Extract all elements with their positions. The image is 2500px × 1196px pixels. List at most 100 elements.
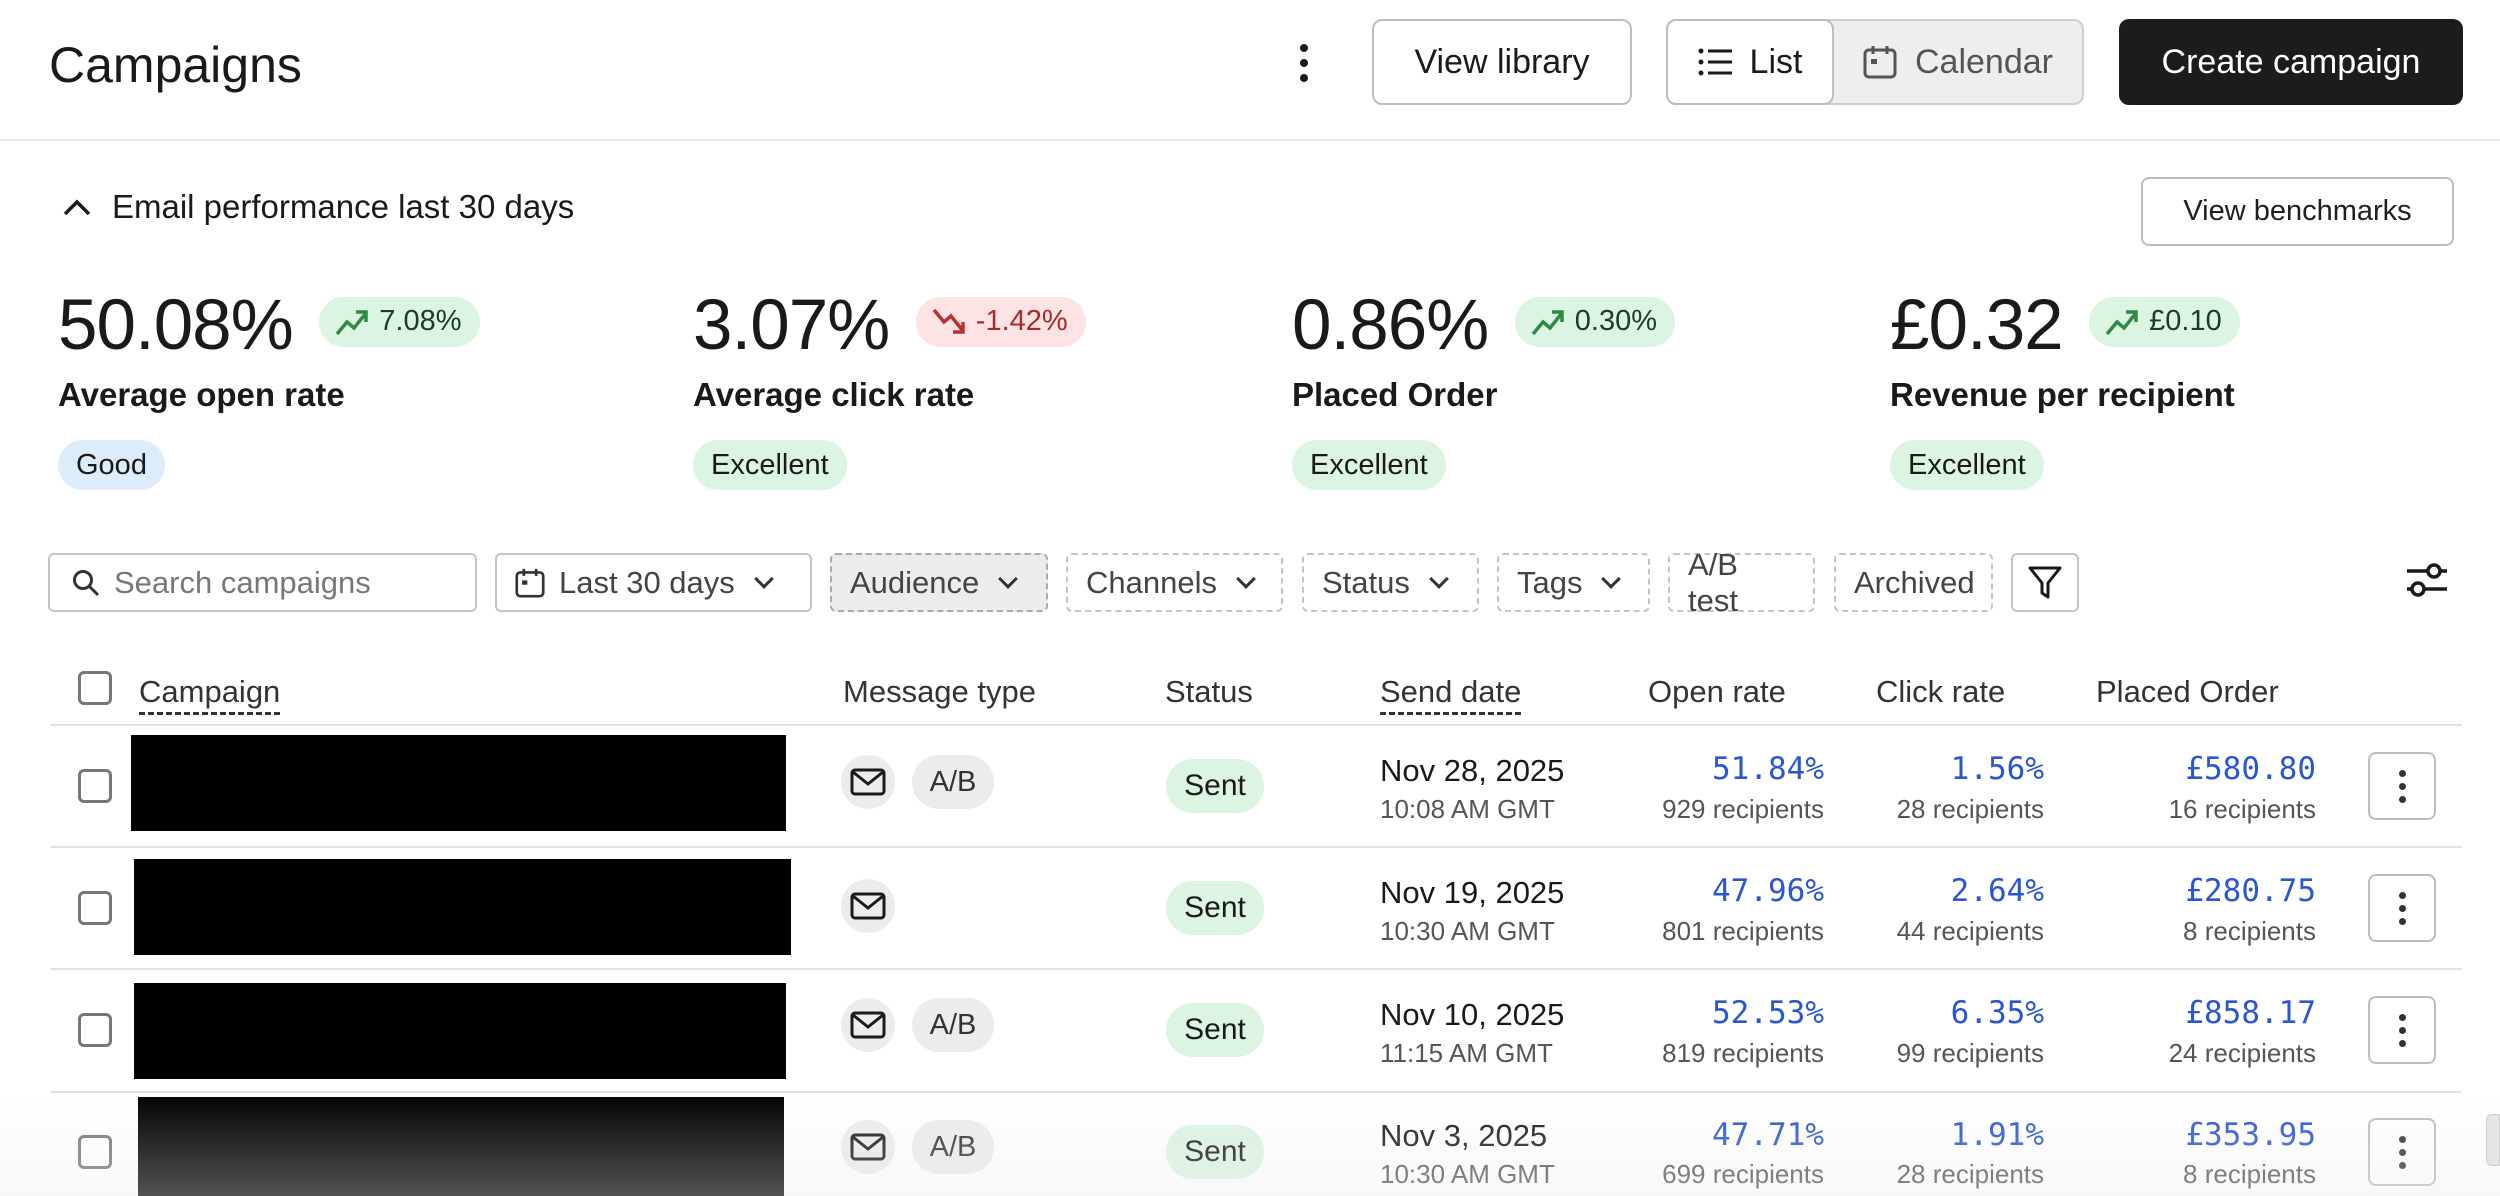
click-rate-value[interactable]: 6.35%	[1950, 995, 2044, 1031]
column-header-placed-order: Placed Order	[2096, 674, 2279, 709]
chevron-down-icon	[998, 568, 1019, 589]
list-view-label: List	[1749, 42, 1803, 81]
trend-value: £0.10	[2149, 305, 2222, 337]
open-rate-value[interactable]: 51.84%	[1712, 751, 1824, 787]
create-campaign-button[interactable]: Create campaign	[2119, 19, 2463, 105]
metric-click-rate: 3.07% -1.42% Average click rate Excellen…	[693, 285, 1086, 490]
click-rate-value[interactable]: 1.56%	[1950, 751, 2044, 787]
funnel-icon	[2028, 566, 2062, 598]
trend-badge: 0.30%	[1514, 296, 1676, 347]
row-divider	[50, 724, 2462, 726]
open-recipients: 801 recipients	[1662, 916, 1824, 946]
placed-order-recipients: 24 recipients	[2168, 1038, 2316, 1068]
view-toggle: List Calendar	[1666, 19, 2084, 105]
placed-order-value[interactable]: £353.95	[2185, 1117, 2316, 1153]
column-header-click-rate: Click rate	[1876, 674, 2006, 709]
status-badge: Sent	[1166, 1003, 1264, 1057]
metric-open-rate: 50.08% 7.08% Average open rate Good	[58, 285, 480, 490]
placed-order-recipients: 16 recipients	[2168, 794, 2316, 824]
rating-badge: Excellent	[693, 440, 847, 490]
row-checkbox[interactable]	[78, 769, 112, 803]
placed-order-value[interactable]: £580.80	[2185, 751, 2316, 787]
ab-test-filter[interactable]: A/B test	[1668, 547, 1815, 618]
calendar-view-label: Calendar	[1915, 42, 2053, 81]
redacted-campaign-name	[131, 735, 786, 831]
more-dot-icon	[2398, 1135, 2406, 1143]
status-filter[interactable]: Status	[1302, 553, 1479, 612]
page-title: Campaigns	[49, 37, 302, 93]
column-header-campaign[interactable]: Campaign	[139, 674, 281, 715]
status-badge: Sent	[1166, 1125, 1264, 1179]
open-rate-value[interactable]: 52.53%	[1712, 995, 1824, 1031]
chevron-up-icon	[63, 199, 91, 216]
rating-badge: Good	[58, 440, 165, 490]
audience-filter[interactable]: Audience	[830, 553, 1048, 612]
row-actions-button[interactable]	[2368, 996, 2436, 1064]
send-time: 11:15 AM GMT	[1380, 1038, 1553, 1068]
more-dot-icon	[1300, 74, 1308, 82]
tags-filter[interactable]: Tags	[1497, 553, 1650, 612]
row-actions-button[interactable]	[2368, 1118, 2436, 1186]
audience-filter-label: Audience	[850, 564, 980, 600]
row-checkbox[interactable]	[78, 1013, 112, 1047]
column-header-status: Status	[1165, 674, 1253, 709]
send-time: 10:30 AM GMT	[1380, 916, 1555, 946]
page-header: Campaigns View library List Calendar Cre…	[0, 0, 2500, 141]
rating-badge: Excellent	[1292, 440, 1446, 490]
calendar-icon	[1863, 46, 1897, 79]
more-dot-icon	[1300, 44, 1308, 52]
display-settings-button[interactable]	[2404, 557, 2450, 603]
advanced-filter-button[interactable]	[2011, 553, 2079, 612]
metric-revenue-per-recipient: £0.32 £0.10 Revenue per recipient Excell…	[1890, 285, 2240, 490]
more-dot-icon	[2398, 769, 2406, 777]
placed-order-recipients: 8 recipients	[2183, 916, 2316, 946]
open-recipients: 929 recipients	[1662, 794, 1824, 824]
calendar-view-button[interactable]: Calendar	[1834, 21, 2082, 103]
row-actions-button[interactable]	[2368, 874, 2436, 942]
open-rate-value[interactable]: 47.96%	[1712, 873, 1824, 909]
archived-filter[interactable]: Archived	[1834, 553, 1993, 612]
list-view-button[interactable]: List	[1666, 19, 1834, 105]
more-dot-icon	[2398, 904, 2406, 912]
row-divider	[50, 846, 2462, 848]
row-checkbox[interactable]	[78, 1135, 112, 1169]
search-input[interactable]: Search campaigns	[48, 553, 477, 612]
sliders-icon	[2407, 563, 2447, 597]
channels-filter[interactable]: Channels	[1066, 553, 1283, 612]
row-actions-button[interactable]	[2368, 752, 2436, 820]
metric-value: 3.07%	[693, 286, 890, 365]
more-dot-icon	[2398, 917, 2406, 925]
click-recipients: 28 recipients	[1896, 1159, 2044, 1189]
placed-order-value[interactable]: £858.17	[2185, 995, 2316, 1031]
metric-value: £0.32	[1890, 286, 2064, 365]
trend-up-icon	[335, 309, 369, 335]
column-header-open-rate: Open rate	[1648, 674, 1786, 709]
more-dot-icon	[2398, 1013, 2406, 1021]
column-header-send-date[interactable]: Send date	[1380, 674, 1522, 715]
chevron-down-icon	[753, 568, 774, 589]
placed-order-value[interactable]: £280.75	[2185, 873, 2316, 909]
view-benchmarks-button[interactable]: View benchmarks	[2141, 177, 2454, 246]
envelope-icon	[850, 892, 886, 920]
row-checkbox[interactable]	[78, 891, 112, 925]
trend-value: 0.30%	[1574, 305, 1658, 337]
more-options-button[interactable]	[1290, 38, 1318, 88]
click-rate-value[interactable]: 2.64%	[1950, 873, 2044, 909]
select-all-checkbox[interactable]	[78, 671, 112, 705]
view-library-button[interactable]: View library	[1372, 19, 1632, 105]
search-icon	[73, 569, 100, 596]
email-type-badge	[841, 1120, 895, 1174]
click-rate-value[interactable]: 1.91%	[1950, 1117, 2044, 1153]
status-badge: Sent	[1166, 759, 1264, 813]
scrollbar-handle[interactable]	[2486, 1114, 2500, 1166]
metric-placed-order: 0.86% 0.30% Placed Order Excellent	[1292, 285, 1676, 490]
email-type-badge	[841, 755, 895, 809]
more-dot-icon	[2398, 891, 2406, 899]
status-filter-label: Status	[1322, 564, 1410, 600]
more-dot-icon	[2398, 1026, 2406, 1034]
envelope-icon	[850, 768, 886, 796]
send-date: Nov 10, 2025	[1380, 997, 1565, 1032]
performance-collapse-toggle[interactable]: Email performance last 30 days	[62, 188, 574, 226]
open-rate-value[interactable]: 47.71%	[1712, 1117, 1824, 1153]
date-range-filter[interactable]: Last 30 days	[495, 553, 812, 612]
